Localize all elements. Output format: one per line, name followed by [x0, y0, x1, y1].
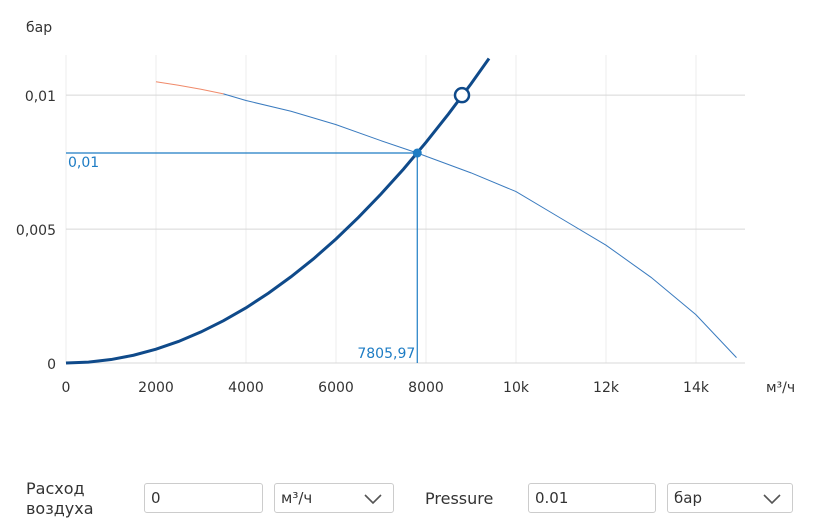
- pressure-unit-select[interactable]: бар: [667, 483, 793, 513]
- series-line: [223, 93, 737, 358]
- pressure-unit: бар: [674, 489, 702, 507]
- x-tick-label: 14k: [683, 380, 710, 396]
- y-tick-label: 0,005: [16, 223, 56, 239]
- flow-label: Расход воздуха: [26, 479, 94, 518]
- y-tick-label: 0,01: [25, 89, 56, 105]
- chart: бар м³/ч 0 2000 4000 6000 8000 10k 12k 14k 0 0,00…: [16, 20, 795, 396]
- x-tick-label: 2000: [138, 380, 174, 396]
- flow-unit-select[interactable]: м³/ч: [274, 483, 394, 513]
- operating-y-label: 0,01: [68, 155, 99, 171]
- x-axis-label: м³/ч: [766, 380, 795, 396]
- pressure-input[interactable]: 0.01: [528, 483, 656, 513]
- operating-x-label: 7805,97: [357, 346, 415, 362]
- y-axis-label: бар: [26, 20, 52, 36]
- y-tick-label: 0: [47, 357, 56, 373]
- x-tick-label: 12k: [593, 380, 620, 396]
- series-line: [155, 81, 224, 95]
- chevron: [763, 494, 781, 505]
- x-tick-label: 10k: [503, 380, 530, 396]
- x-tick-label: 8000: [408, 380, 444, 396]
- x-tick-label: 0: [62, 380, 71, 396]
- x-tick-label: 4000: [228, 380, 264, 396]
- flow-input[interactable]: 0: [144, 483, 263, 513]
- operating-point: [412, 148, 422, 158]
- series-line: [65, 57, 491, 365]
- target-point: [453, 86, 471, 104]
- flow-unit: м³/ч: [281, 489, 313, 507]
- pressure-label: Pressure: [425, 489, 494, 508]
- chevron: [364, 494, 382, 505]
- x-tick-label: 6000: [318, 380, 354, 396]
